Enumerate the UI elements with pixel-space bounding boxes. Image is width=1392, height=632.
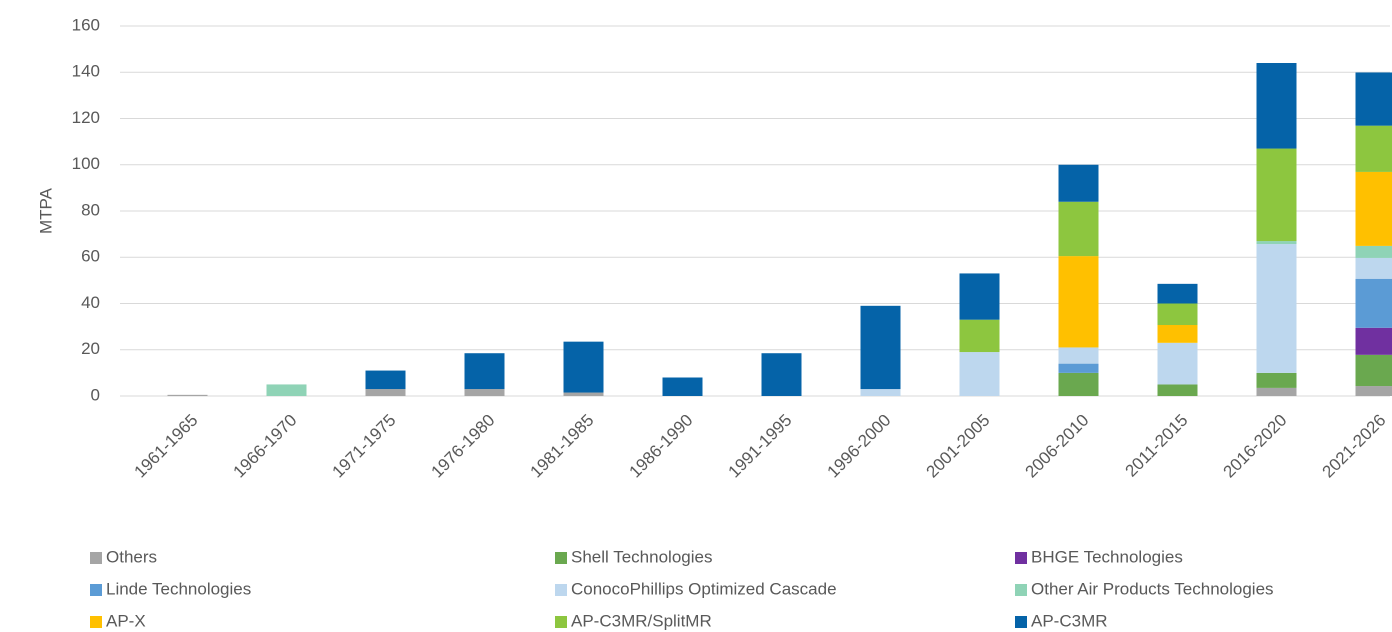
legend-label: AP-C3MR <box>1031 611 1108 630</box>
legend-swatch <box>1015 584 1027 596</box>
y-axis-label: MTPA <box>36 187 55 234</box>
bar-segment <box>1355 354 1392 387</box>
x-tick-label: 1991-1995 <box>725 411 796 482</box>
bar-segment <box>959 352 1000 396</box>
bar-segment <box>365 370 406 390</box>
bar-segment <box>1157 303 1198 326</box>
bar-segment <box>1355 257 1392 279</box>
bar-segment <box>1355 278 1392 328</box>
bar-segment <box>662 377 703 396</box>
y-tick-label: 60 <box>81 247 100 266</box>
bar-segment <box>266 384 307 396</box>
x-tick-label: 1986-1990 <box>626 411 697 482</box>
x-tick-label: 1981-1985 <box>527 411 598 482</box>
legend-swatch <box>1015 616 1027 628</box>
x-tick-label: 2006-2010 <box>1022 411 1093 482</box>
bar-segment <box>1355 245 1392 258</box>
y-tick-label: 40 <box>81 293 100 312</box>
legend-label: AP-C3MR/SplitMR <box>571 611 712 630</box>
bar-segment <box>860 389 901 396</box>
y-tick-label: 100 <box>72 154 100 173</box>
bar-segment <box>1355 171 1392 246</box>
legend-label: Others <box>106 547 157 566</box>
bar-segment <box>1256 387 1297 396</box>
bar-segment <box>761 353 802 396</box>
x-tick-label: 1971-1975 <box>329 411 400 482</box>
bar-segment <box>1058 201 1099 257</box>
bar-segment <box>1157 283 1198 304</box>
x-tick-label: 1976-1980 <box>428 411 499 482</box>
legend-label: BHGE Technologies <box>1031 547 1183 566</box>
legend-swatch <box>90 552 102 564</box>
legend-label: Shell Technologies <box>571 547 712 566</box>
bar-segment <box>1355 327 1392 355</box>
bar-segment <box>563 341 604 393</box>
legend-label: Linde Technologies <box>106 579 251 598</box>
bar-segment <box>1256 148 1297 242</box>
bar-segment <box>1058 256 1099 348</box>
x-tick-label: 2016-2020 <box>1220 411 1291 482</box>
legend-swatch <box>90 616 102 628</box>
bar-segment <box>167 394 208 396</box>
legend-swatch <box>555 552 567 564</box>
legend-swatch <box>1015 552 1027 564</box>
bar-segment <box>464 353 505 390</box>
bar-segment <box>1256 244 1297 373</box>
bar-segment <box>1157 325 1198 343</box>
bar-segment <box>959 273 1000 320</box>
bar-segment <box>959 319 1000 353</box>
legend-label: AP-X <box>106 611 146 630</box>
bar-segment <box>860 305 901 390</box>
legend-swatch <box>555 616 567 628</box>
bar-segment <box>1157 342 1198 385</box>
bar-segment <box>1256 372 1297 388</box>
y-tick-label: 80 <box>81 200 100 219</box>
x-tick-label: 1996-2000 <box>824 411 895 482</box>
bar-segment <box>464 389 505 396</box>
legend-label: Other Air Products Technologies <box>1031 579 1274 598</box>
bar-segment <box>1058 363 1099 373</box>
legend-swatch <box>90 584 102 596</box>
legend-label: ConocoPhillips Optimized Cascade <box>571 579 837 598</box>
bar-segment <box>1256 241 1297 245</box>
x-tick-label: 2021-2026 <box>1319 411 1390 482</box>
x-tick-label: 1966-1970 <box>230 411 301 482</box>
bar-segment <box>1058 164 1099 202</box>
y-tick-label: 120 <box>72 108 100 127</box>
legend-swatch <box>555 584 567 596</box>
bar-segment <box>365 389 406 396</box>
y-tick-label: 140 <box>72 62 100 81</box>
x-tick-label: 1961-1965 <box>131 411 202 482</box>
y-tick-label: 20 <box>81 339 100 358</box>
bar-segment <box>1256 63 1297 149</box>
y-tick-label: 160 <box>72 15 100 34</box>
bar-segment <box>1058 347 1099 364</box>
bar-segment <box>1058 372 1099 396</box>
bar-segment <box>563 392 604 396</box>
y-tick-label: 0 <box>91 385 100 404</box>
x-tick-label: 2001-2005 <box>923 411 994 482</box>
bar-segment <box>1355 72 1392 126</box>
bar-segment <box>1355 125 1392 172</box>
bar-segment <box>1157 384 1198 396</box>
bar-segment <box>1355 386 1392 396</box>
x-tick-label: 2011-2015 <box>1121 411 1191 481</box>
